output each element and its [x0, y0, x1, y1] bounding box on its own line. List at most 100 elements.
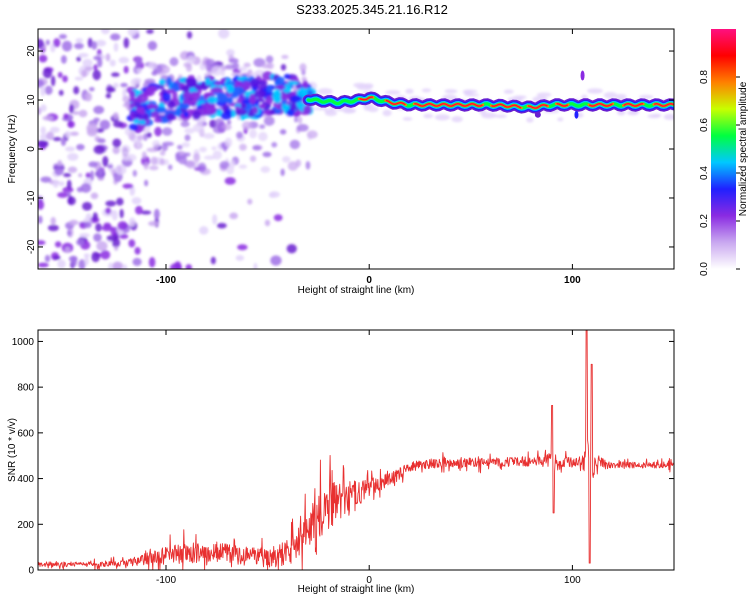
colorbar-tick-label: 0.6 — [699, 118, 710, 132]
spectrogram-y-axis-label: Frequency (Hz) — [7, 115, 18, 184]
spectrogram-noise-blob — [211, 65, 223, 76]
spectrogram-band-blob — [154, 117, 163, 123]
colorbar-ticks: 0.0 0.2 0.4 0.6 0.8 — [699, 70, 740, 276]
spectrogram-band-blob — [209, 105, 217, 115]
spectrogram-noise-blob — [146, 147, 159, 153]
spectrogram-band-blob — [273, 94, 282, 104]
spectrogram-noise-blob — [135, 205, 143, 215]
spectrogram-noise-blob — [38, 54, 48, 63]
spectrogram-noise-blob — [169, 57, 179, 67]
spectrogram-noise-blob — [54, 241, 62, 248]
spectrogram-noise-blob — [69, 131, 79, 136]
spectrogram-band-blob — [136, 93, 149, 104]
spectrogram-noise-blob — [99, 119, 111, 130]
spectrogram-noise-blob — [78, 259, 86, 269]
spectrogram-feature — [574, 110, 579, 119]
spectrogram-haze-blob — [526, 117, 534, 123]
spectrogram-noise-blob — [216, 222, 227, 229]
spectrogram-noise-blob — [88, 161, 98, 168]
spectrogram-noise-blob — [76, 239, 85, 246]
spectrogram-noise-blob — [160, 65, 171, 74]
spectrogram-noise-blob — [74, 76, 84, 81]
spectrogram-x-ticks: -100 0 100 — [156, 29, 581, 286]
spectrogram-ridge-core — [623, 102, 644, 107]
spectrogram-haze-blob — [451, 116, 463, 123]
spectrogram-band-blob — [256, 98, 265, 103]
spectrogram-band-blob — [261, 71, 274, 81]
spectrogram-noise-blob — [76, 56, 82, 62]
spectrogram-band-blob — [131, 113, 142, 118]
spectrogram-noise-blob — [57, 191, 69, 198]
spectrogram-noise-blob — [120, 82, 128, 88]
spectrogram-noise-blob — [243, 62, 251, 68]
spectrogram-noise-blob — [50, 43, 56, 53]
spectrogram-haze-blob — [444, 89, 458, 94]
spectrogram-noise-blob — [90, 192, 99, 200]
spectrogram-y-ticks: -20 -10 0 10 20 — [26, 45, 674, 254]
spectrogram-band-blob — [216, 92, 228, 103]
spectrogram-noise-blob — [186, 31, 193, 39]
spectrogram-noise-blob — [174, 261, 182, 269]
spectrogram-band-blob — [137, 123, 146, 130]
spectrogram-band-blob — [283, 73, 291, 79]
spectrogram-noise-blob — [264, 219, 271, 227]
spectrogram-noise-blob — [93, 55, 102, 61]
spectrogram-noise-blob — [237, 244, 248, 251]
spectrogram-haze-blob — [344, 108, 357, 113]
spectrogram-noise-blob — [93, 145, 106, 155]
snr-y-tick-label: 400 — [17, 474, 34, 485]
spectrogram-noise-blob — [68, 195, 73, 205]
spectrogram-noise-blob — [54, 166, 64, 176]
spectrogram-noise-blob — [83, 221, 92, 229]
snr-y-tick-label: 0 — [28, 566, 34, 577]
spectrogram-band-blob — [167, 100, 176, 109]
spectrogram-noise-blob — [87, 37, 93, 48]
spectrogram-noise-blob — [226, 49, 235, 57]
spectrogram-haze-blob — [434, 114, 450, 121]
spectrogram-haze-blob — [402, 117, 413, 121]
spectrogram-noise-blob — [132, 169, 138, 177]
spectrogram-noise-blob — [62, 75, 68, 83]
spectrogram-noise-blob — [273, 214, 283, 222]
spectrogram-noise-blob — [63, 173, 72, 178]
spectrogram-noise-blob — [167, 164, 173, 171]
spectrogram-noise-blob — [72, 111, 80, 116]
spectrogram-noise-blob — [66, 179, 72, 190]
spectrogram-noise-blob — [239, 143, 247, 151]
spectrogram-noise-blob — [65, 146, 76, 152]
spectrogram-band-blob — [205, 77, 211, 86]
spectrogram-noise-blob — [184, 152, 191, 157]
spectrogram-noise-blob — [110, 33, 121, 41]
spectrogram-band-blob — [252, 106, 259, 115]
spectrogram-noise-blob — [114, 164, 127, 175]
spectrogram-noise-blob — [143, 162, 149, 170]
spectrogram-noise-blob — [141, 151, 147, 160]
snr-x-tick-label: 100 — [564, 575, 581, 586]
spectrogram-noise-blob — [123, 37, 130, 49]
spectrogram-noise-blob — [260, 166, 271, 173]
spectrogram-band-blob — [290, 102, 297, 111]
spectrogram-noise-blob — [193, 153, 201, 163]
spectrogram-noise-blob — [40, 126, 46, 135]
spectrogram-blobs — [38, 29, 674, 269]
spectrogram-band-blob — [183, 90, 191, 100]
spectrogram-noise-blob — [75, 38, 84, 43]
spectrogram-noise-blob — [224, 137, 233, 148]
spectrogram-noise-blob — [78, 52, 89, 58]
spectrogram-band-blob — [302, 80, 309, 89]
spectrogram-noise-blob — [281, 54, 289, 59]
spectrogram-noise-blob — [112, 261, 124, 269]
spectrogram-noise-blob — [44, 85, 53, 95]
spectrogram-noise-blob — [100, 250, 111, 260]
spectrogram-noise-blob — [81, 201, 93, 211]
snr-y-tick-label: 600 — [17, 428, 34, 439]
spectrogram-noise-blob — [112, 112, 119, 120]
spectrogram-noise-blob — [95, 223, 102, 232]
spectrogram-noise-blob — [120, 144, 131, 155]
spectrogram-noise-blob — [153, 208, 160, 220]
spectrogram-noise-blob — [229, 160, 236, 168]
colorbar-bar — [711, 29, 736, 269]
spectrogram-band-blob — [129, 90, 136, 100]
spectrogram-haze-blob — [481, 112, 497, 119]
spectrogram-noise-blob — [148, 256, 156, 268]
